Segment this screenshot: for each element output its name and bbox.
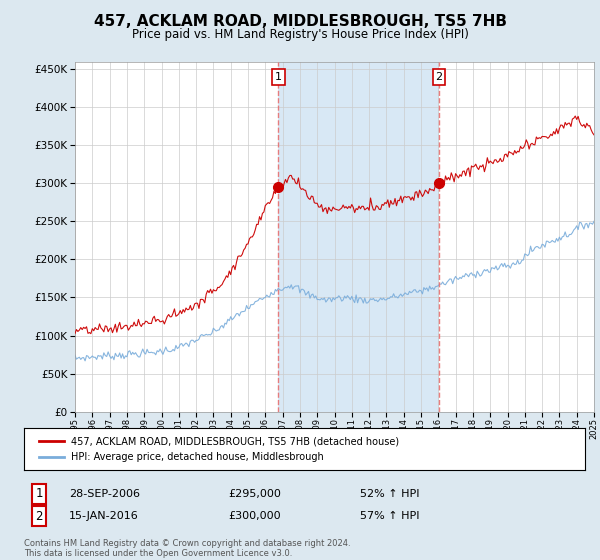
Text: 457, ACKLAM ROAD, MIDDLESBROUGH, TS5 7HB: 457, ACKLAM ROAD, MIDDLESBROUGH, TS5 7HB <box>94 14 506 29</box>
Text: 2: 2 <box>35 510 43 523</box>
Bar <box>278 62 439 412</box>
Text: 52% ↑ HPI: 52% ↑ HPI <box>360 489 419 499</box>
Text: 57% ↑ HPI: 57% ↑ HPI <box>360 511 419 521</box>
Text: 1: 1 <box>275 72 282 82</box>
Text: £300,000: £300,000 <box>228 511 281 521</box>
Text: 28-SEP-2006: 28-SEP-2006 <box>69 489 140 499</box>
Text: Contains HM Land Registry data © Crown copyright and database right 2024.
This d: Contains HM Land Registry data © Crown c… <box>24 539 350 558</box>
Text: 1: 1 <box>35 487 43 501</box>
Text: Price paid vs. HM Land Registry's House Price Index (HPI): Price paid vs. HM Land Registry's House … <box>131 28 469 41</box>
Text: 2: 2 <box>436 72 443 82</box>
Legend: 457, ACKLAM ROAD, MIDDLESBROUGH, TS5 7HB (detached house), HPI: Average price, d: 457, ACKLAM ROAD, MIDDLESBROUGH, TS5 7HB… <box>34 432 404 467</box>
Text: £295,000: £295,000 <box>228 489 281 499</box>
Text: 15-JAN-2016: 15-JAN-2016 <box>69 511 139 521</box>
